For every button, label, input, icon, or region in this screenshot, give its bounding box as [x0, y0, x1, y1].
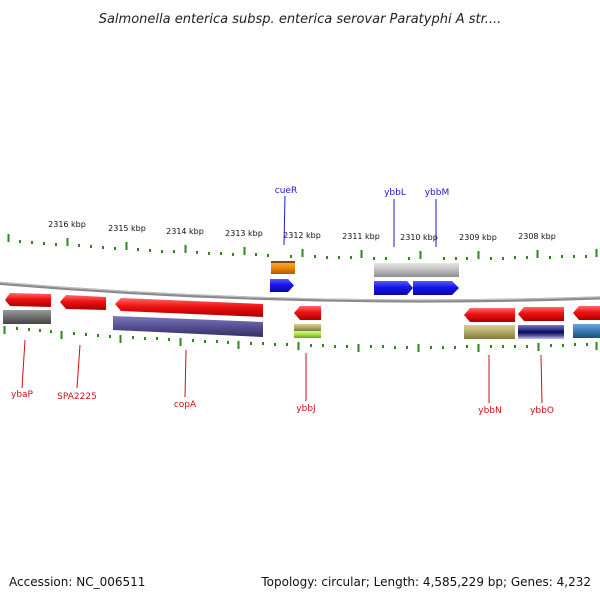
- topology-text: Topology: circular; Length: 4,585,229 bp…: [260, 575, 591, 589]
- orange-feature: [271, 261, 295, 274]
- lower-features: [3, 293, 600, 339]
- cds-arrow-SPA2225: [60, 295, 106, 310]
- genome-backbone-highlight: [0, 281, 600, 301]
- lime-feature: [294, 331, 321, 338]
- map-title: Salmonella enterica subsp. enterica sero…: [99, 12, 502, 27]
- scale-label: 2312 kbp: [283, 231, 321, 240]
- cds-arrow-partial: [573, 306, 600, 320]
- olive-feature: [464, 325, 515, 339]
- cds-arrow-ybbM: [413, 281, 459, 295]
- scale-label: 2309 kbp: [459, 233, 497, 242]
- cds-arrow-cueR: [270, 279, 294, 292]
- genome-backbone: [0, 281, 600, 303]
- gene-label-ybaP: ybaP: [11, 390, 34, 400]
- steel-blue-feature: [573, 324, 600, 338]
- scale-label: 2316 kbp: [48, 220, 86, 229]
- slate-feature: [113, 316, 263, 337]
- cds-arrow-ybbN: [464, 308, 515, 322]
- dark-gray-feature: [3, 310, 51, 324]
- scale-label: 2313 kbp: [225, 229, 263, 238]
- upper-features: [270, 261, 459, 295]
- striped-feature: [518, 325, 564, 339]
- gene-label-copA: copA: [174, 400, 197, 410]
- lower-scale-ticks: [3, 326, 598, 352]
- cds-arrow-ybaP: [5, 293, 51, 307]
- gene-label-ybbO: ybbO: [530, 406, 554, 416]
- scale-label: 2315 kbp: [108, 224, 146, 233]
- leader-line-ybbO: [540, 354, 543, 404]
- olive-feature-small: [294, 324, 321, 331]
- cds-arrow-ybbO: [518, 307, 564, 321]
- gray-feature-upper: [374, 263, 459, 277]
- leader-line-cueR: [283, 195, 286, 246]
- scale-label: 2310 kbp: [400, 233, 438, 242]
- accession-text: Accession: NC_006511: [9, 575, 145, 589]
- scale-label: 2308 kbp: [518, 232, 556, 241]
- leader-line-ybaP: [21, 339, 26, 389]
- top-gene-labels: cueR ybbL ybbM: [275, 186, 449, 247]
- leader-line-copA: [184, 349, 187, 398]
- gene-label-ybbJ: ybbJ: [296, 404, 315, 414]
- leader-line-SPA2225: [76, 344, 81, 389]
- cds-arrow-copA: [115, 298, 263, 317]
- bottom-gene-labels: ybaP SPA2225 copA ybbJ ybbN ybbO: [11, 339, 554, 416]
- orange-feature-top-edge: [271, 261, 295, 263]
- gene-label-ybbM: ybbM: [425, 188, 450, 198]
- cds-arrow-ybbL: [374, 281, 413, 295]
- cds-arrow-ybbJ: [294, 306, 321, 320]
- gene-label-SPA2225: SPA2225: [57, 392, 97, 402]
- gene-label-cueR: cueR: [275, 186, 297, 196]
- scale-label: 2311 kbp: [342, 232, 380, 241]
- gene-label-ybbL: ybbL: [384, 188, 406, 198]
- scale-labels: 2316 kbp 2315 kbp 2314 kbp 2313 kbp 2312…: [48, 220, 556, 242]
- upper-scale-ticks: [7, 234, 598, 260]
- gene-label-ybbN: ybbN: [478, 406, 501, 416]
- scale-label: 2314 kbp: [166, 227, 204, 236]
